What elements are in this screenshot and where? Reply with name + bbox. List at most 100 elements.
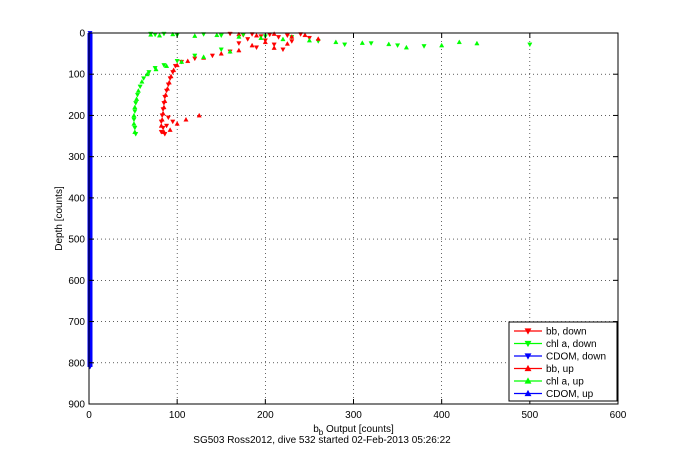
x-axis-label-rest: Output [counts] bbox=[323, 424, 394, 435]
x-tick-label: 100 bbox=[169, 410, 186, 421]
x-tick-label: 300 bbox=[345, 410, 362, 421]
data-point bbox=[168, 73, 174, 79]
data-point bbox=[179, 59, 185, 64]
data-point bbox=[253, 32, 260, 38]
legend-marker bbox=[524, 340, 532, 348]
figure-caption: SG503 Ross2012, dive 532 started 02-Feb-… bbox=[193, 435, 451, 446]
legend-entry: chl a, down bbox=[514, 339, 597, 350]
data-point bbox=[137, 84, 143, 90]
y-tick-label: 300 bbox=[68, 152, 85, 163]
data-point bbox=[284, 33, 290, 39]
data-point bbox=[395, 43, 401, 48]
data-point bbox=[141, 76, 147, 81]
y-tick-label: 600 bbox=[68, 276, 85, 287]
data-point bbox=[174, 59, 180, 64]
legend-label: CDOM, down bbox=[546, 352, 606, 363]
data-point bbox=[166, 79, 172, 85]
tick-labels: 0 100 200 300 400 500 600 0 100 200 300 400 500 600 70… bbox=[68, 29, 626, 422]
legend-entry: bb, down bbox=[514, 327, 587, 338]
legend-label: chl a, down bbox=[546, 339, 597, 350]
data-point bbox=[131, 117, 137, 123]
data-point bbox=[439, 42, 445, 48]
data-point bbox=[262, 39, 268, 45]
data-point bbox=[146, 70, 152, 75]
data-point bbox=[156, 32, 163, 38]
data-point bbox=[132, 125, 138, 131]
data-point bbox=[218, 33, 224, 39]
series-cdom_up bbox=[87, 32, 93, 367]
data-point bbox=[174, 121, 180, 126]
x-axis-label-subscript: b bbox=[319, 428, 324, 437]
data-point bbox=[161, 63, 167, 68]
data-point bbox=[192, 33, 198, 38]
data-point bbox=[284, 41, 290, 46]
x-axis-label: bb Output [counts] bbox=[313, 424, 394, 437]
data-point bbox=[164, 123, 170, 129]
legend-box bbox=[508, 321, 618, 402]
data-point bbox=[163, 92, 169, 97]
data-point bbox=[253, 45, 260, 51]
data-point bbox=[131, 112, 137, 118]
data-point bbox=[132, 109, 138, 114]
data-point bbox=[161, 129, 167, 134]
data-point bbox=[236, 34, 242, 39]
data-point bbox=[359, 40, 365, 45]
data-point bbox=[164, 86, 171, 91]
data-point bbox=[170, 119, 176, 125]
data-point bbox=[249, 42, 255, 48]
legend-label: chl a, up bbox=[546, 377, 584, 388]
y-tick-label: 500 bbox=[68, 235, 85, 246]
data-point bbox=[185, 58, 191, 63]
y-tick-label: 200 bbox=[68, 111, 85, 122]
data-point bbox=[474, 40, 480, 46]
legend-marker bbox=[524, 353, 532, 360]
data-point bbox=[245, 37, 251, 42]
legend-marker bbox=[524, 389, 532, 397]
data-point bbox=[456, 39, 462, 45]
data-point bbox=[227, 48, 233, 54]
y-tick-label: 700 bbox=[68, 317, 85, 328]
x-tick-label: 500 bbox=[521, 410, 538, 421]
data-point bbox=[164, 63, 170, 68]
legend-label: bb, down bbox=[546, 327, 587, 338]
y-tick-label: 800 bbox=[68, 358, 85, 369]
legend-entry: chl a, up bbox=[514, 377, 584, 388]
data-point bbox=[160, 110, 166, 116]
data-points bbox=[87, 31, 533, 370]
data-point bbox=[148, 32, 154, 37]
legend-label: bb, up bbox=[546, 364, 574, 375]
data-point bbox=[201, 54, 207, 59]
data-point bbox=[196, 112, 202, 118]
data-point bbox=[192, 53, 198, 59]
data-point bbox=[183, 116, 189, 122]
y-tick-label: 400 bbox=[68, 193, 85, 204]
data-point bbox=[135, 88, 141, 93]
data-point bbox=[214, 32, 220, 38]
data-point bbox=[276, 35, 282, 40]
y-tick-label: 900 bbox=[68, 400, 85, 411]
data-point bbox=[170, 31, 176, 37]
data-point bbox=[153, 66, 159, 72]
legend-marker bbox=[524, 328, 532, 335]
data-point bbox=[403, 44, 409, 50]
data-point bbox=[271, 42, 277, 48]
data-point bbox=[159, 116, 165, 122]
data-point bbox=[167, 127, 173, 132]
data-point bbox=[171, 67, 177, 73]
data-point bbox=[139, 79, 145, 84]
data-point bbox=[218, 50, 224, 56]
data-point bbox=[174, 62, 180, 68]
data-point bbox=[342, 42, 348, 48]
data-point bbox=[161, 104, 167, 110]
data-point bbox=[386, 41, 392, 47]
legend-marker bbox=[524, 377, 532, 384]
data-point bbox=[144, 71, 150, 77]
series-chl_up bbox=[131, 31, 480, 134]
data-point bbox=[236, 47, 242, 53]
x-tick-label: 400 bbox=[433, 410, 450, 421]
y-tick-label: 100 bbox=[68, 70, 85, 81]
data-point bbox=[158, 123, 164, 128]
data-point bbox=[368, 41, 374, 46]
